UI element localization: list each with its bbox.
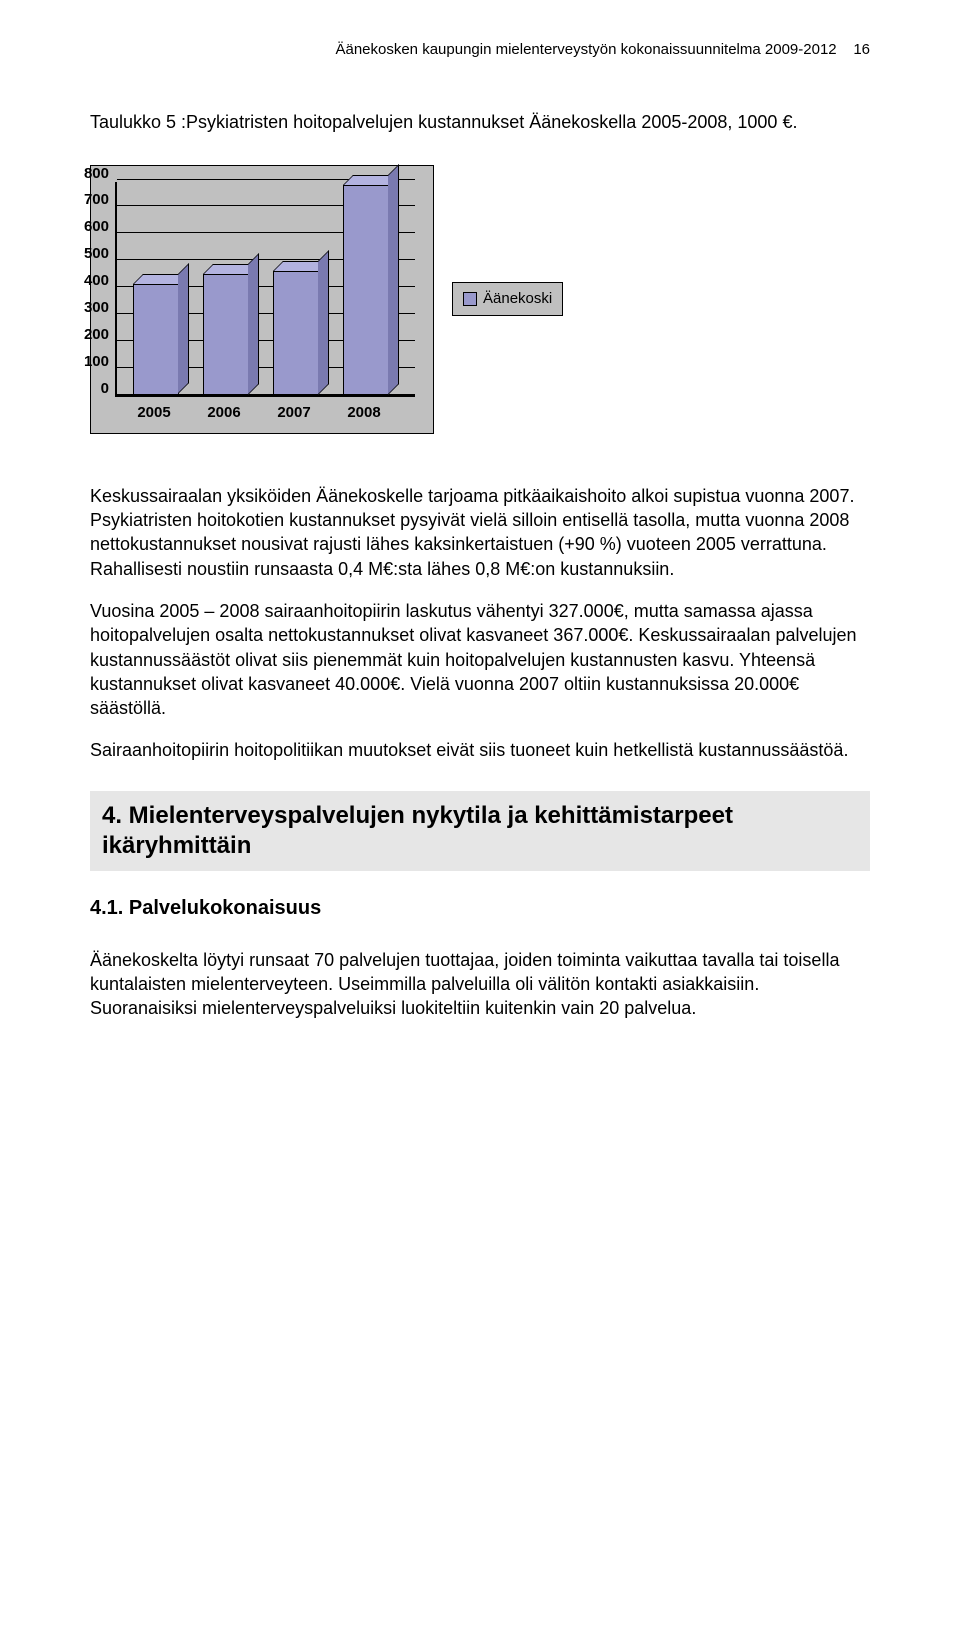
chart-legend: Äänekoski bbox=[452, 282, 563, 316]
x-label-2008: 2008 bbox=[329, 403, 399, 423]
x-label-2005: 2005 bbox=[119, 403, 189, 423]
paragraph-3: Sairaanhoitopiirin hoitopolitiikan muuto… bbox=[90, 738, 870, 762]
legend-swatch bbox=[463, 292, 477, 306]
bar-2008 bbox=[343, 185, 389, 395]
table-caption: Taulukko 5 :Psykiatristen hoitopalveluje… bbox=[90, 110, 870, 134]
x-label-2007: 2007 bbox=[259, 403, 329, 423]
chart-box: 8007006005004003002001000 20052006200720… bbox=[90, 165, 434, 434]
bar-2006 bbox=[203, 274, 249, 395]
legend-label: Äänekoski bbox=[483, 289, 552, 309]
bar-2007 bbox=[273, 271, 319, 395]
running-header: Äänekosken kaupungin mielenterveystyön k… bbox=[90, 40, 870, 60]
running-title: Äänekosken kaupungin mielenterveystyön k… bbox=[335, 41, 836, 58]
page-number: 16 bbox=[853, 41, 870, 58]
bar-chart: 8007006005004003002001000 20052006200720… bbox=[90, 165, 870, 434]
plot-area bbox=[115, 182, 415, 397]
bar-2005 bbox=[133, 284, 179, 394]
x-axis-labels: 2005200620072008 bbox=[115, 403, 415, 423]
paragraph-1: Keskussairaalan yksiköiden Äänekoskelle … bbox=[90, 484, 870, 581]
section-body: Äänekoskelta löytyi runsaat 70 palveluje… bbox=[90, 948, 870, 1021]
section-subheading: 4.1. Palvelukokonaisuus bbox=[90, 895, 870, 922]
paragraph-2: Vuosina 2005 – 2008 sairaanhoitopiirin l… bbox=[90, 599, 870, 720]
x-label-2006: 2006 bbox=[189, 403, 259, 423]
section-heading: 4. Mielenterveyspalvelujen nykytila ja k… bbox=[90, 791, 870, 871]
